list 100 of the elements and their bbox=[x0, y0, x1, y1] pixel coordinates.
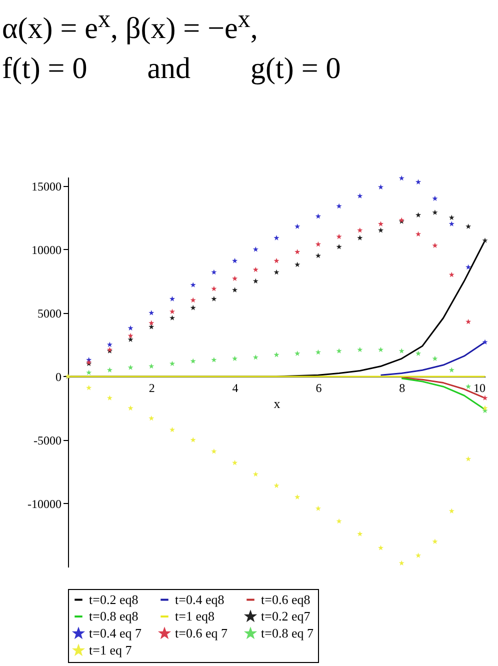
point bbox=[169, 308, 176, 314]
point bbox=[357, 193, 363, 198]
point bbox=[148, 415, 154, 421]
point bbox=[432, 196, 438, 201]
point bbox=[432, 356, 438, 362]
point bbox=[274, 258, 280, 264]
x-tick-label: 10 bbox=[474, 380, 486, 395]
legend-label: t=0.6 eq 7 bbox=[175, 626, 228, 640]
x-tick-label: 6 bbox=[316, 380, 322, 395]
point bbox=[106, 367, 112, 372]
point bbox=[232, 287, 238, 292]
point bbox=[148, 324, 154, 330]
point bbox=[378, 227, 384, 233]
point bbox=[448, 221, 454, 226]
point bbox=[357, 227, 363, 233]
point bbox=[190, 304, 196, 310]
x-tick-label: 8 bbox=[399, 380, 406, 395]
point bbox=[466, 456, 472, 462]
point bbox=[294, 249, 300, 254]
point bbox=[190, 297, 196, 303]
point bbox=[466, 384, 472, 389]
point bbox=[448, 272, 454, 278]
point bbox=[448, 508, 454, 514]
point bbox=[128, 332, 134, 338]
point bbox=[232, 460, 238, 466]
point bbox=[86, 370, 92, 375]
point bbox=[252, 471, 258, 477]
legend-label: t=1 eq8 bbox=[175, 608, 214, 624]
point bbox=[294, 224, 300, 229]
point bbox=[315, 213, 321, 219]
point bbox=[211, 296, 217, 302]
point bbox=[315, 349, 321, 355]
point bbox=[190, 358, 196, 364]
point bbox=[86, 384, 92, 390]
point bbox=[482, 395, 488, 400]
legend-label: t=0.8 eq8 bbox=[89, 608, 138, 624]
point bbox=[252, 266, 258, 272]
point bbox=[336, 518, 342, 524]
y-tick-label: 10000 bbox=[32, 242, 62, 257]
x-tick-label: 2 bbox=[148, 380, 155, 395]
y-tick-label: -5000 bbox=[34, 433, 62, 448]
point bbox=[378, 184, 384, 190]
point bbox=[106, 342, 112, 348]
point bbox=[211, 448, 217, 454]
point bbox=[482, 238, 488, 243]
point bbox=[466, 318, 472, 324]
point bbox=[482, 339, 488, 345]
point bbox=[232, 356, 238, 362]
point bbox=[294, 494, 300, 500]
point bbox=[232, 276, 238, 281]
point bbox=[190, 437, 196, 442]
point bbox=[232, 258, 238, 264]
point bbox=[148, 310, 154, 316]
point bbox=[378, 221, 384, 226]
legend-label: t=0.2 eq8 bbox=[89, 592, 138, 607]
point bbox=[128, 336, 134, 342]
y-tick-label: 5000 bbox=[38, 306, 62, 320]
y-tick-label: 15000 bbox=[32, 179, 62, 194]
point bbox=[148, 320, 154, 326]
point bbox=[315, 241, 321, 247]
text: α(x) = e$^{x}$, β(x) = −e$^{x}$, bbox=[2, 5, 259, 47]
legend-label: t=1 eq 7 bbox=[89, 642, 132, 658]
point bbox=[378, 346, 384, 352]
legend-label: t=0.4 eq8 bbox=[175, 592, 224, 607]
point bbox=[128, 364, 134, 370]
point bbox=[448, 214, 454, 220]
point bbox=[416, 179, 422, 184]
x-axis-title: x bbox=[274, 396, 281, 411]
text: f(t) = 0 and g(t) = 0 bbox=[2, 51, 342, 87]
point bbox=[416, 552, 422, 558]
point bbox=[466, 224, 472, 229]
point bbox=[357, 235, 363, 240]
point bbox=[357, 531, 363, 536]
point bbox=[466, 264, 472, 270]
point bbox=[190, 282, 196, 288]
point bbox=[169, 315, 176, 320]
legend-label: t=0.6 eq8 bbox=[261, 592, 310, 607]
point bbox=[294, 350, 300, 356]
point bbox=[106, 395, 112, 400]
point bbox=[448, 367, 454, 372]
point bbox=[432, 242, 438, 248]
point bbox=[416, 212, 422, 218]
point bbox=[416, 350, 422, 356]
point bbox=[416, 231, 422, 237]
point bbox=[315, 252, 321, 258]
legend-label: t=0.2 eq7 bbox=[261, 608, 311, 624]
point bbox=[169, 360, 176, 366]
point bbox=[252, 246, 258, 252]
point bbox=[274, 269, 280, 275]
point bbox=[294, 262, 300, 268]
point bbox=[315, 506, 321, 511]
legend-label: t=0.4 eq 7 bbox=[89, 626, 142, 640]
point bbox=[336, 244, 342, 250]
point bbox=[432, 538, 438, 544]
point bbox=[398, 560, 404, 566]
point bbox=[378, 545, 384, 550]
point bbox=[252, 354, 258, 360]
point bbox=[432, 210, 438, 215]
point bbox=[169, 296, 176, 302]
y-tick-label: 0 bbox=[56, 370, 62, 384]
